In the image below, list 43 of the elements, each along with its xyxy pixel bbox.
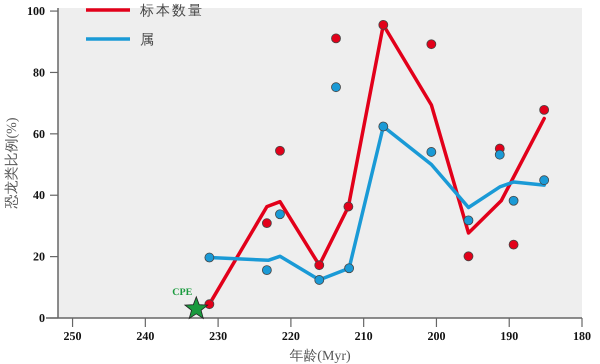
point	[331, 33, 341, 44]
x-tick-label: 210	[354, 329, 373, 343]
point	[262, 265, 272, 276]
point	[204, 252, 214, 262]
x-tick-label: 230	[209, 329, 228, 343]
y-tick-label: 40	[33, 188, 45, 202]
x-tick-label: 180	[573, 329, 591, 343]
point	[314, 275, 324, 285]
y-tick-label: 100	[27, 4, 45, 18]
point	[426, 39, 436, 50]
point	[314, 260, 324, 270]
point	[539, 105, 550, 115]
x-tick-label: 190	[500, 329, 518, 343]
point	[184, 296, 208, 319]
y-tick-label: 80	[33, 65, 45, 80]
x-axis-title: 年龄(Myr)	[289, 348, 352, 364]
point	[204, 299, 214, 310]
point	[464, 251, 474, 262]
point	[343, 202, 354, 212]
point	[508, 196, 518, 206]
point	[275, 209, 285, 220]
point	[262, 218, 272, 228]
point	[494, 150, 505, 160]
point	[378, 20, 388, 30]
point	[275, 146, 285, 156]
x-tick-label: 240	[136, 329, 154, 343]
legend-label: 属	[140, 32, 156, 48]
annotation: CPE	[172, 286, 193, 298]
point	[539, 175, 550, 186]
legend-label: 标本数量	[139, 3, 204, 19]
y-tick-label: 20	[33, 250, 45, 264]
x-tick-label: 220	[282, 329, 300, 343]
point	[378, 122, 388, 132]
point	[464, 215, 474, 226]
x-tick-label: 200	[427, 329, 446, 343]
point	[331, 82, 341, 92]
y-axis-title: 恐龙类比例(%)	[4, 117, 20, 210]
y-tick-label: 60	[33, 126, 45, 141]
point	[508, 240, 518, 250]
y-tick-label: 0	[39, 311, 45, 325]
point	[344, 263, 354, 274]
x-tick-label: 250	[64, 329, 82, 343]
point	[426, 147, 436, 157]
